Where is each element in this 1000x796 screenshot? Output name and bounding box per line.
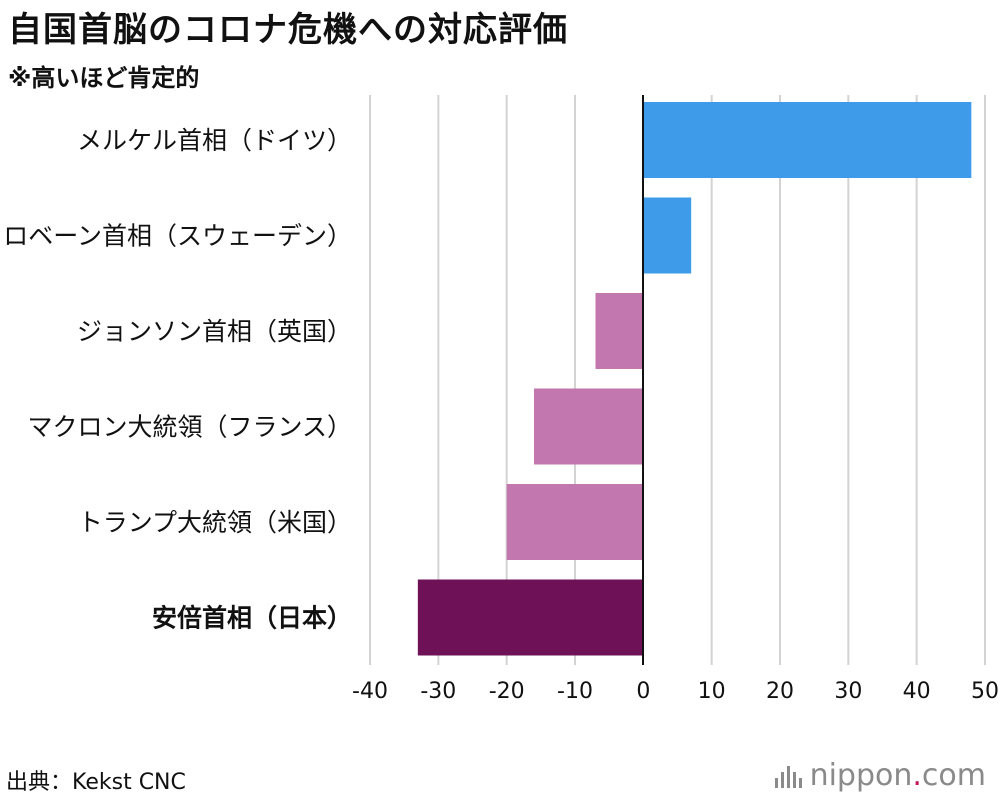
x-tick-label: -10 bbox=[557, 679, 593, 704]
category-label: マクロン大統領（フランス） bbox=[27, 413, 352, 442]
bar bbox=[534, 388, 644, 465]
bar bbox=[643, 197, 692, 274]
category-label: メルケル首相（ドイツ） bbox=[77, 126, 352, 155]
logo-bars-icon bbox=[774, 764, 802, 788]
bars bbox=[417, 102, 972, 656]
logo-main: nippon bbox=[809, 758, 913, 793]
x-tick-labels: -40 -30 -20 -10 0 10 20 30 40 50 bbox=[352, 679, 999, 704]
x-tick-label: -40 bbox=[352, 679, 388, 704]
x-tick-label: 0 bbox=[636, 679, 650, 704]
category-label: 安倍首相（日本） bbox=[152, 604, 352, 633]
bar bbox=[417, 579, 644, 656]
x-tick-label: 50 bbox=[971, 679, 999, 704]
bar bbox=[643, 102, 972, 178]
chart-subtitle: ※高いほど肯定的 bbox=[8, 64, 200, 92]
x-tick-label: 10 bbox=[698, 679, 726, 704]
bar bbox=[595, 293, 644, 369]
x-tick-label: 20 bbox=[766, 679, 794, 704]
x-tick-label: -30 bbox=[420, 679, 456, 704]
grid-lines bbox=[369, 95, 986, 665]
category-label: ロベーン首相（スウェーデン） bbox=[3, 222, 352, 251]
chart-title: 自国首脳のコロナ危機への対応評価 bbox=[8, 10, 568, 50]
logo-tld: com bbox=[921, 758, 986, 793]
category-labels: メルケル首相（ドイツ） ロベーン首相（スウェーデン） ジョンソン首相（英国） マクロン… bbox=[3, 126, 352, 633]
source-note: 出典：Kekst CNC bbox=[6, 770, 186, 795]
x-tick-label: 40 bbox=[903, 679, 931, 704]
x-tick-label: 30 bbox=[834, 679, 862, 704]
category-label: トランプ大統領（米国） bbox=[78, 508, 352, 537]
category-label: ジョンソン首相（英国） bbox=[77, 317, 352, 346]
x-tick-label: -20 bbox=[489, 679, 525, 704]
bar bbox=[506, 484, 644, 560]
logo-dot: . bbox=[912, 758, 922, 793]
nippon-logo: nippon. com bbox=[774, 758, 986, 793]
